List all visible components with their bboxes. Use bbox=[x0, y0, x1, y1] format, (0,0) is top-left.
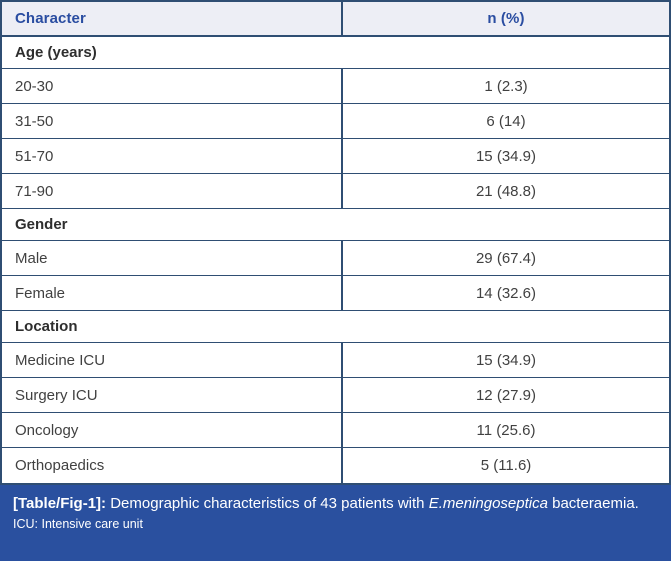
table-row: 31-50 6 (14) bbox=[2, 104, 669, 139]
caption-text: [Table/Fig-1]: Demographic characteristi… bbox=[13, 494, 658, 513]
row-value: 14 (32.6) bbox=[475, 284, 537, 302]
section-title: Gender bbox=[15, 216, 68, 233]
row-label: Orthopaedics bbox=[2, 448, 343, 483]
table-caption: [Table/Fig-1]: Demographic characteristi… bbox=[0, 485, 671, 561]
table-row: 71-90 21 (48.8) bbox=[2, 174, 669, 209]
row-label: Female bbox=[2, 276, 343, 310]
row-label: Surgery ICU bbox=[2, 378, 343, 412]
row-value: 21 (48.8) bbox=[475, 182, 537, 200]
table-row: Orthopaedics 5 (11.6) bbox=[2, 448, 669, 483]
column-header-n-percent: n (%) bbox=[487, 10, 525, 27]
table-row: Medicine ICU 15 (34.9) bbox=[2, 343, 669, 378]
section-title: Location bbox=[15, 318, 78, 335]
row-value: 1 (2.3) bbox=[484, 77, 528, 95]
row-label: 51-70 bbox=[2, 139, 343, 173]
table-row: Oncology 11 (25.6) bbox=[2, 413, 669, 448]
row-label: 20-30 bbox=[2, 69, 343, 103]
row-label: 71-90 bbox=[2, 174, 343, 208]
row-label: Medicine ICU bbox=[2, 343, 343, 377]
row-value: 29 (67.4) bbox=[475, 249, 537, 267]
row-value: 12 (27.9) bbox=[475, 386, 537, 404]
section-row-age: Age (years) bbox=[2, 37, 669, 69]
table-row: Surgery ICU 12 (27.9) bbox=[2, 378, 669, 413]
caption-body: Demographic characteristics of 43 patien… bbox=[106, 495, 429, 512]
table-row: Male 29 (67.4) bbox=[2, 241, 669, 276]
row-label: Male bbox=[2, 241, 343, 275]
row-value: 11 (25.6) bbox=[476, 421, 536, 439]
table-row: 51-70 15 (34.9) bbox=[2, 139, 669, 174]
caption-body-end: bacteraemia. bbox=[547, 495, 639, 512]
column-header-character: Character bbox=[2, 2, 343, 35]
demographics-table: Character n (%) Age (years) 20-30 1 (2.3… bbox=[0, 0, 671, 485]
caption-label: [Table/Fig-1]: bbox=[13, 495, 107, 512]
caption-species-italic: E.meningoseptica bbox=[428, 495, 548, 512]
section-title: Age (years) bbox=[15, 44, 97, 61]
section-row-location: Location bbox=[2, 311, 669, 343]
row-value: 15 (34.9) bbox=[475, 147, 537, 165]
caption-footnote: ICU: Intensive care unit bbox=[13, 517, 143, 531]
row-value: 15 (34.9) bbox=[475, 351, 537, 369]
row-value: 5 (11.6) bbox=[480, 457, 532, 474]
table-header-row: Character n (%) bbox=[2, 2, 669, 37]
table-row: Female 14 (32.6) bbox=[2, 276, 669, 311]
row-label: Oncology bbox=[2, 413, 343, 447]
table-row: 20-30 1 (2.3) bbox=[2, 69, 669, 104]
section-row-gender: Gender bbox=[2, 209, 669, 241]
row-value: 6 (14) bbox=[486, 112, 526, 130]
row-label: 31-50 bbox=[2, 104, 343, 138]
